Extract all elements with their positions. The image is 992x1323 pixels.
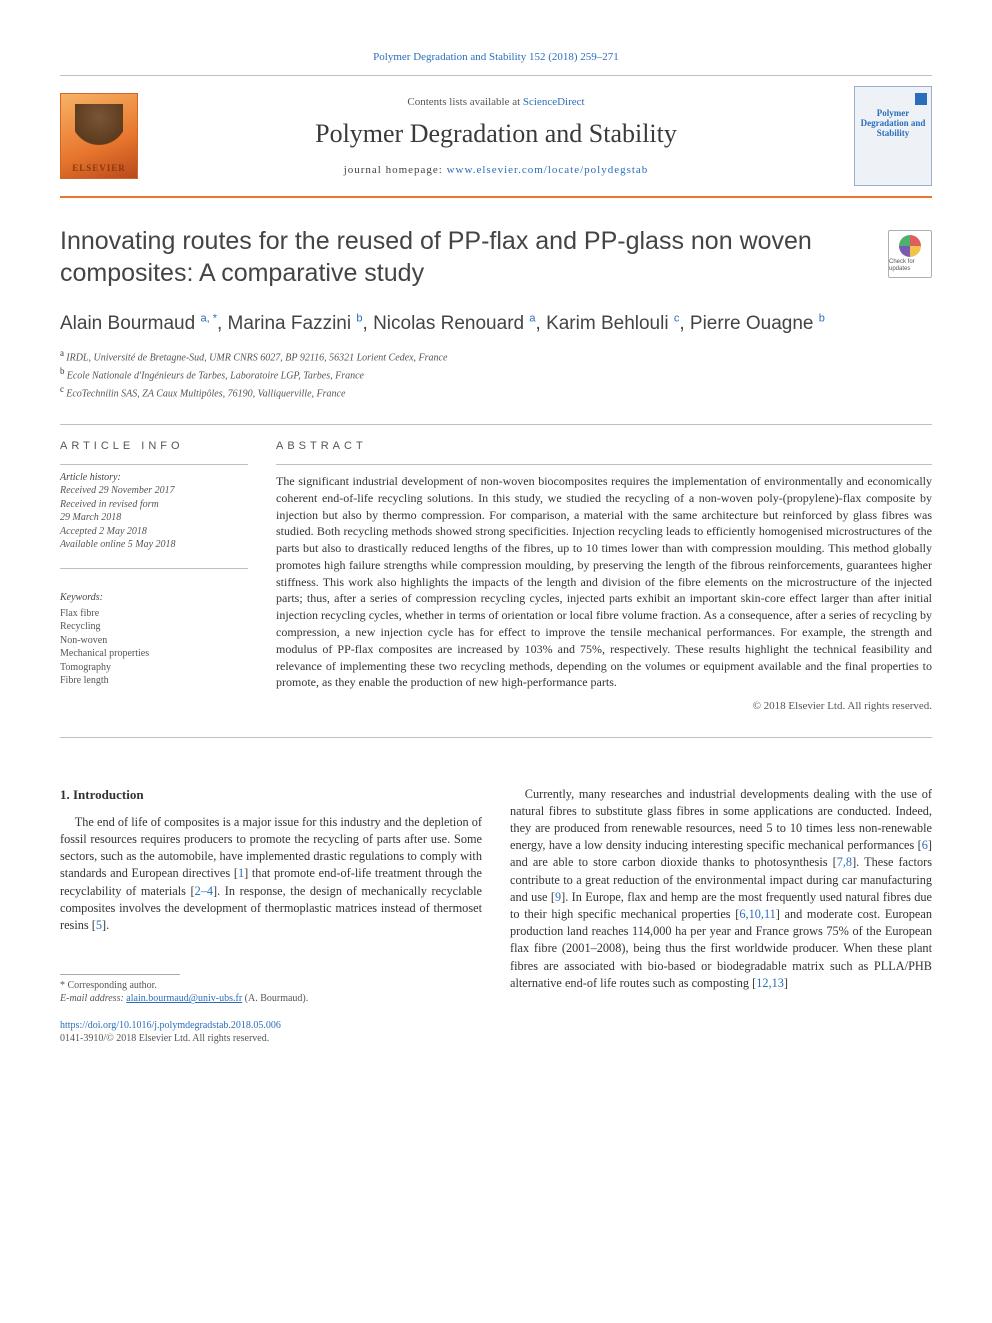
body-columns: 1. Introduction The end of life of compo… bbox=[60, 786, 932, 1046]
article-info-heading: ARTICLE INFO bbox=[60, 439, 248, 454]
crossmark-icon bbox=[899, 235, 921, 257]
keywords-label: Keywords: bbox=[60, 591, 248, 605]
doi-link[interactable]: https://doi.org/10.1016/j.polymdegradsta… bbox=[60, 1020, 281, 1031]
history-line: 29 March 2018 bbox=[60, 511, 248, 525]
email-label: E-mail address: bbox=[60, 993, 124, 1004]
meta-abstract-row: ARTICLE INFO Article history: Received 2… bbox=[60, 439, 932, 715]
abstract-column: ABSTRACT The significant industrial deve… bbox=[276, 439, 932, 715]
contents-prefix: Contents lists available at bbox=[407, 96, 522, 108]
corresponding-author-footnote: * Corresponding author. E-mail address: … bbox=[60, 979, 482, 1005]
homepage-prefix: journal homepage: bbox=[344, 164, 447, 176]
contents-line: Contents lists available at ScienceDirec… bbox=[152, 95, 840, 110]
corresponding-email-link[interactable]: alain.bourmaud@univ-ubs.fr bbox=[126, 993, 242, 1004]
body-paragraph: The end of life of composites is a major… bbox=[60, 814, 482, 934]
history-line: Available online 5 May 2018 bbox=[60, 538, 248, 552]
citation-link[interactable]: 2–4 bbox=[195, 884, 213, 898]
keyword: Non-woven bbox=[60, 634, 248, 648]
author-affil-marker: a, * bbox=[200, 313, 217, 325]
article-info-column: ARTICLE INFO Article history: Received 2… bbox=[60, 439, 248, 715]
sciencedirect-link[interactable]: ScienceDirect bbox=[523, 96, 585, 108]
author: Alain Bourmaud a, * bbox=[60, 313, 217, 334]
abstract-rule bbox=[276, 464, 932, 465]
keywords-list: Flax fibreRecyclingNon-wovenMechanical p… bbox=[60, 607, 248, 688]
keyword: Mechanical properties bbox=[60, 647, 248, 661]
affiliations-block: a IRDL, Université de Bretagne-Sud, UMR … bbox=[60, 347, 932, 402]
authors-block: Alain Bourmaud a, *, Marina Fazzini b, N… bbox=[60, 311, 932, 337]
doi-block: https://doi.org/10.1016/j.polymdegradsta… bbox=[60, 1019, 482, 1045]
abstract-copyright: © 2018 Elsevier Ltd. All rights reserved… bbox=[276, 699, 932, 714]
abstract-text: The significant industrial development o… bbox=[276, 473, 932, 691]
abstract-heading: ABSTRACT bbox=[276, 439, 932, 454]
history-line: Received 29 November 2017 bbox=[60, 484, 248, 498]
section-number: 1. bbox=[60, 787, 70, 802]
article-title: Innovating routes for the reused of PP-f… bbox=[60, 226, 932, 289]
journal-name: Polymer Degradation and Stability bbox=[152, 116, 840, 152]
check-updates-label: Check for updates bbox=[889, 259, 931, 274]
affiliation-line: c EcoTechnilin SAS, ZA Caux Multipôles, … bbox=[60, 383, 932, 401]
citation-link[interactable]: 5 bbox=[96, 918, 102, 932]
keyword: Fibre length bbox=[60, 674, 248, 688]
header-center: Contents lists available at ScienceDirec… bbox=[152, 95, 840, 178]
article-history: Article history: Received 29 November 20… bbox=[60, 471, 248, 552]
body-column-left: 1. Introduction The end of life of compo… bbox=[60, 786, 482, 1046]
citation-link[interactable]: 6,10,11 bbox=[739, 907, 775, 921]
email-person: (A. Bourmaud). bbox=[245, 993, 309, 1004]
history-label: Article history: bbox=[60, 471, 248, 485]
author-affil-marker: a bbox=[529, 313, 535, 325]
affiliation-line: a IRDL, Université de Bretagne-Sud, UMR … bbox=[60, 347, 932, 365]
journal-header: ELSEVIER Contents lists available at Sci… bbox=[60, 75, 932, 198]
author: Karim Behlouli c bbox=[546, 313, 679, 334]
page-root: Polymer Degradation and Stability 152 (2… bbox=[0, 0, 992, 1095]
citation-link[interactable]: 7,8 bbox=[837, 855, 852, 869]
citation-link[interactable]: 9 bbox=[555, 890, 561, 904]
publisher-logo: ELSEVIER bbox=[60, 93, 138, 179]
info-rule bbox=[60, 464, 248, 465]
footnote-separator bbox=[60, 974, 180, 975]
top-citation: Polymer Degradation and Stability 152 (2… bbox=[60, 50, 932, 65]
divider-bottom bbox=[60, 737, 932, 738]
publisher-logo-text: ELSEVIER bbox=[72, 162, 126, 175]
check-updates-badge[interactable]: Check for updates bbox=[888, 230, 932, 278]
email-line: E-mail address: alain.bourmaud@univ-ubs.… bbox=[60, 992, 482, 1005]
journal-cover-thumb: Polymer Degradation and Stability bbox=[854, 86, 932, 186]
section-title: Introduction bbox=[73, 787, 144, 802]
affiliation-line: b Ecole Nationale d'Ingénieurs de Tarbes… bbox=[60, 365, 932, 383]
article-title-text: Innovating routes for the reused of PP-f… bbox=[60, 227, 812, 286]
citation-link[interactable]: 1 bbox=[238, 866, 244, 880]
corresponding-line: * Corresponding author. bbox=[60, 979, 482, 992]
elsevier-tree-icon bbox=[75, 104, 123, 156]
keyword: Recycling bbox=[60, 620, 248, 634]
body-paragraph: Currently, many researches and industria… bbox=[510, 786, 932, 992]
body-column-right: Currently, many researches and industria… bbox=[510, 786, 932, 1046]
author-affil-marker: c bbox=[674, 313, 680, 325]
keyword: Flax fibre bbox=[60, 607, 248, 621]
author-affil-marker: b bbox=[819, 313, 825, 325]
homepage-line: journal homepage: www.elsevier.com/locat… bbox=[152, 163, 840, 178]
history-line: Received in revised form bbox=[60, 498, 248, 512]
author-affil-marker: b bbox=[356, 313, 362, 325]
citation-link[interactable]: 6 bbox=[922, 838, 928, 852]
cover-thumb-title: Polymer Degradation and Stability bbox=[859, 109, 927, 139]
divider-top bbox=[60, 424, 932, 425]
author: Nicolas Renouard a bbox=[373, 313, 535, 334]
citation-link[interactable]: 12,13 bbox=[756, 976, 784, 990]
issn-copyright-line: 0141-3910/© 2018 Elsevier Ltd. All right… bbox=[60, 1032, 482, 1045]
keyword: Tomography bbox=[60, 661, 248, 675]
author: Marina Fazzini b bbox=[228, 313, 363, 334]
journal-homepage-link[interactable]: www.elsevier.com/locate/polydegstab bbox=[447, 164, 649, 176]
section-heading: 1. Introduction bbox=[60, 786, 482, 804]
history-line: Accepted 2 May 2018 bbox=[60, 525, 248, 539]
cover-corner-icon bbox=[915, 93, 927, 105]
author: Pierre Ouagne b bbox=[690, 313, 825, 334]
info-rule-2 bbox=[60, 568, 248, 569]
